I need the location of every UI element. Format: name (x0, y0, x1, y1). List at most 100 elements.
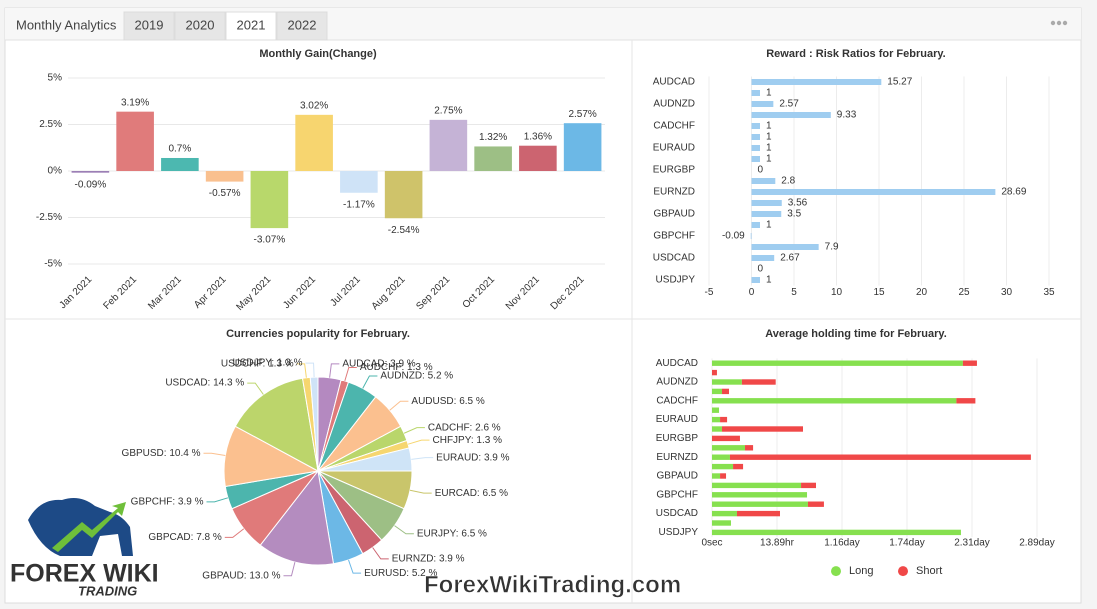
bar (751, 112, 831, 118)
year-tab-label[interactable]: 2020 (186, 17, 215, 32)
bar-segment (712, 454, 730, 460)
legend-label[interactable]: Short (916, 565, 942, 577)
legend-label[interactable]: Long (849, 565, 873, 577)
bar-segment (712, 473, 721, 479)
y-tick-label: 5% (48, 73, 63, 84)
bar (751, 277, 760, 283)
slice-label: AUDCHF: 1.3 % (360, 362, 433, 373)
data-label: 9.33 (837, 110, 857, 121)
pie-slice (234, 377, 319, 472)
y-tick-label: 2.5% (39, 119, 62, 130)
data-label: -0.09% (75, 179, 107, 190)
year-tab-label[interactable]: 2021 (237, 17, 266, 32)
data-label: 2.8 (781, 176, 795, 187)
legend-swatch[interactable] (831, 566, 841, 577)
bar-segment (712, 435, 740, 442)
y-tick-label: EURAUD (653, 143, 695, 154)
data-label: 1.36% (524, 131, 552, 142)
year-tab-label[interactable]: 2022 (288, 17, 317, 32)
bar-segment (712, 407, 720, 413)
leader-line (403, 427, 425, 434)
data-label: 1 (766, 88, 772, 99)
slice-label: USDCHF: 1.3 % (221, 358, 294, 369)
legend-swatch[interactable] (898, 566, 908, 577)
y-tick-label: AUDCAD (653, 77, 695, 88)
chart-title: Currencies popularity for February. (226, 328, 410, 340)
year-tab[interactable] (174, 11, 226, 41)
menu-icon[interactable] (1050, 20, 1068, 26)
year-tab[interactable] (225, 11, 277, 41)
data-label: 2.67 (780, 253, 800, 264)
data-label: 3.56 (788, 198, 808, 209)
bar (519, 145, 557, 171)
y-tick-label: AUDNZD (653, 99, 695, 110)
leader-line (394, 525, 414, 535)
slice-label: USDCAD: 14.3 % (165, 378, 244, 389)
bar (751, 101, 774, 107)
slice-label: EURCAD: 6.5 % (435, 488, 508, 499)
logo (28, 498, 133, 556)
x-tick-label: 1.16day (824, 538, 860, 549)
bar (161, 157, 199, 171)
x-tick-label: 10 (831, 287, 843, 298)
x-tick-label: 2.31day (954, 538, 990, 549)
data-label: 2.57 (779, 99, 799, 110)
bar (340, 171, 378, 193)
slice-label: USDJPY: 1.3 % (233, 358, 303, 369)
bar-segment (962, 360, 977, 366)
data-label: 2.57% (568, 109, 596, 120)
chart-title: Monthly Gain(Change) (259, 48, 377, 60)
bar-segment (736, 510, 780, 517)
bar-segment (722, 426, 803, 432)
leader-line (296, 363, 307, 378)
bar-segment (712, 445, 746, 451)
bar (751, 90, 760, 96)
y-tick-label: -5% (44, 259, 62, 270)
data-label: 1 (766, 143, 772, 154)
slice-label: EURAUD: 3.9 % (436, 452, 509, 463)
bar-segment (712, 426, 723, 432)
slice-label: EURUSD: 5.2 % (364, 568, 437, 579)
leader-line (329, 363, 340, 378)
data-label: 0.7% (168, 144, 191, 155)
bar-segment (722, 388, 730, 395)
bar-segment (712, 520, 731, 526)
x-tick-label: 5 (791, 287, 797, 298)
y-tick-label: GBPCHF (653, 231, 695, 242)
slice-label: AUDUSD: 6.5 % (411, 396, 484, 407)
y-tick-label: AUDCAD (656, 358, 698, 369)
slice-label: AUDNZD: 5.2 % (380, 371, 453, 382)
bar (295, 114, 333, 171)
y-tick-label: 0% (48, 166, 63, 177)
leader-line (409, 489, 432, 494)
bar-segment (712, 398, 957, 404)
year-tab[interactable] (276, 11, 328, 41)
year-tab-label[interactable]: 2019 (135, 17, 164, 32)
data-label: 1 (766, 220, 772, 231)
data-label: -0.57% (209, 188, 241, 199)
bar (429, 119, 468, 171)
y-tick-label: GBPAUD (654, 209, 696, 220)
bar-segment (712, 379, 742, 385)
slice-label: GBPUSD: 10.4 % (122, 448, 201, 459)
data-label: 1 (766, 121, 772, 132)
bar-segment (712, 510, 737, 517)
bar-segment (733, 463, 744, 470)
bar-segment (745, 445, 754, 451)
y-tick-label: EURGBP (656, 433, 699, 444)
bar (205, 171, 244, 182)
bar (563, 123, 602, 171)
y-tick-label: AUDNZD (656, 377, 698, 388)
bar-segment (720, 473, 727, 479)
leader-line (206, 497, 229, 503)
leader-line (224, 528, 245, 538)
y-tick-label: USDJPY (656, 275, 696, 286)
bar (751, 134, 760, 140)
x-tick-label: 15 (873, 287, 885, 298)
slice-label: CHFJPY: 1.3 % (433, 435, 503, 446)
x-tick-label: -5 (705, 287, 714, 298)
x-tick-label: 0 (749, 287, 755, 298)
leader-line (305, 362, 315, 378)
year-tab[interactable] (123, 11, 175, 41)
bar (751, 123, 760, 129)
